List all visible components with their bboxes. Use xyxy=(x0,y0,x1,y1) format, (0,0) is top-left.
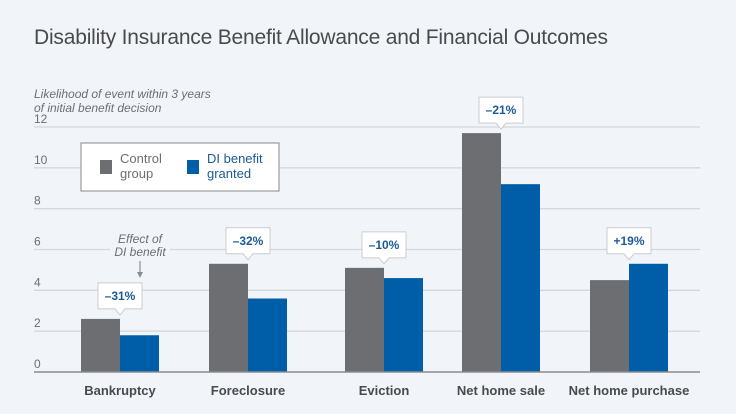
effect-callout: –31% xyxy=(97,282,143,316)
annotation-bg xyxy=(110,230,170,260)
bar-control xyxy=(81,318,120,372)
legend-label-line-2: group xyxy=(120,166,153,181)
effect-callouts: –31% –32% –10% –21% +19% xyxy=(97,96,652,316)
annotation-line-2: DI benefit xyxy=(114,245,166,259)
callout-box xyxy=(361,231,407,265)
y-tick-label: 8 xyxy=(34,194,41,208)
callout-box xyxy=(478,96,524,130)
bar-control xyxy=(209,263,248,372)
x-tick-label: Bankruptcy xyxy=(84,383,156,398)
y-tick-label: 4 xyxy=(34,275,41,289)
legend-label-line-2: granted xyxy=(207,166,251,181)
x-axis: Bankruptcy Foreclosure Eviction Net home sa… xyxy=(34,371,700,398)
effect-callout: –32% xyxy=(225,227,271,261)
callout-value: –31% xyxy=(105,289,136,303)
arrow-down-icon xyxy=(137,272,143,278)
y-tick-label: 2 xyxy=(34,316,41,330)
bar-di-benefit xyxy=(248,298,287,372)
bars xyxy=(81,133,668,372)
x-tick-label: Net home sale xyxy=(457,383,545,398)
legend-swatch xyxy=(187,160,199,174)
bar-di-benefit xyxy=(501,184,540,372)
y-tick-label: 6 xyxy=(34,235,41,249)
callout-box xyxy=(606,227,652,261)
x-tick-label: Eviction xyxy=(359,383,410,398)
callout-box xyxy=(97,282,143,316)
bar-di-benefit xyxy=(384,278,423,372)
bar-control xyxy=(345,267,384,372)
legend-label-line-1: DI benefit xyxy=(207,151,263,166)
bar-di-benefit xyxy=(629,263,668,372)
legend-box xyxy=(80,142,280,192)
callout-value: –32% xyxy=(233,234,264,248)
effect-callout: –10% xyxy=(361,231,407,265)
callout-value: –21% xyxy=(486,103,517,117)
y-tick-label: 10 xyxy=(34,153,48,167)
annotation-line-1: Effect of xyxy=(118,232,164,246)
legend-label-line-1: Control xyxy=(120,151,162,166)
callout-box xyxy=(225,227,271,261)
y-tick-label: 12 xyxy=(34,112,48,126)
bar-control xyxy=(462,133,501,372)
legend-swatch xyxy=(100,160,112,174)
bar-di-benefit xyxy=(120,335,159,372)
x-tick-label: Net home purchase xyxy=(569,383,690,398)
callout-value: +19% xyxy=(613,234,644,248)
y-axis-label: Likelihood of event within 3 years of in… xyxy=(34,87,234,115)
effect-callout: +19% xyxy=(606,227,652,261)
x-tick-label: Foreclosure xyxy=(211,383,285,398)
y-axis-label-line-2: of initial benefit decision xyxy=(34,101,162,115)
y-axis-label-line-1: Likelihood of event within 3 years xyxy=(34,87,211,101)
bar-control xyxy=(590,280,629,372)
y-tick-label: 0 xyxy=(34,357,41,371)
effect-callout: –21% xyxy=(478,96,524,130)
chart-title: Disability Insurance Benefit Allowance a… xyxy=(34,26,608,49)
callout-value: –10% xyxy=(369,238,400,252)
